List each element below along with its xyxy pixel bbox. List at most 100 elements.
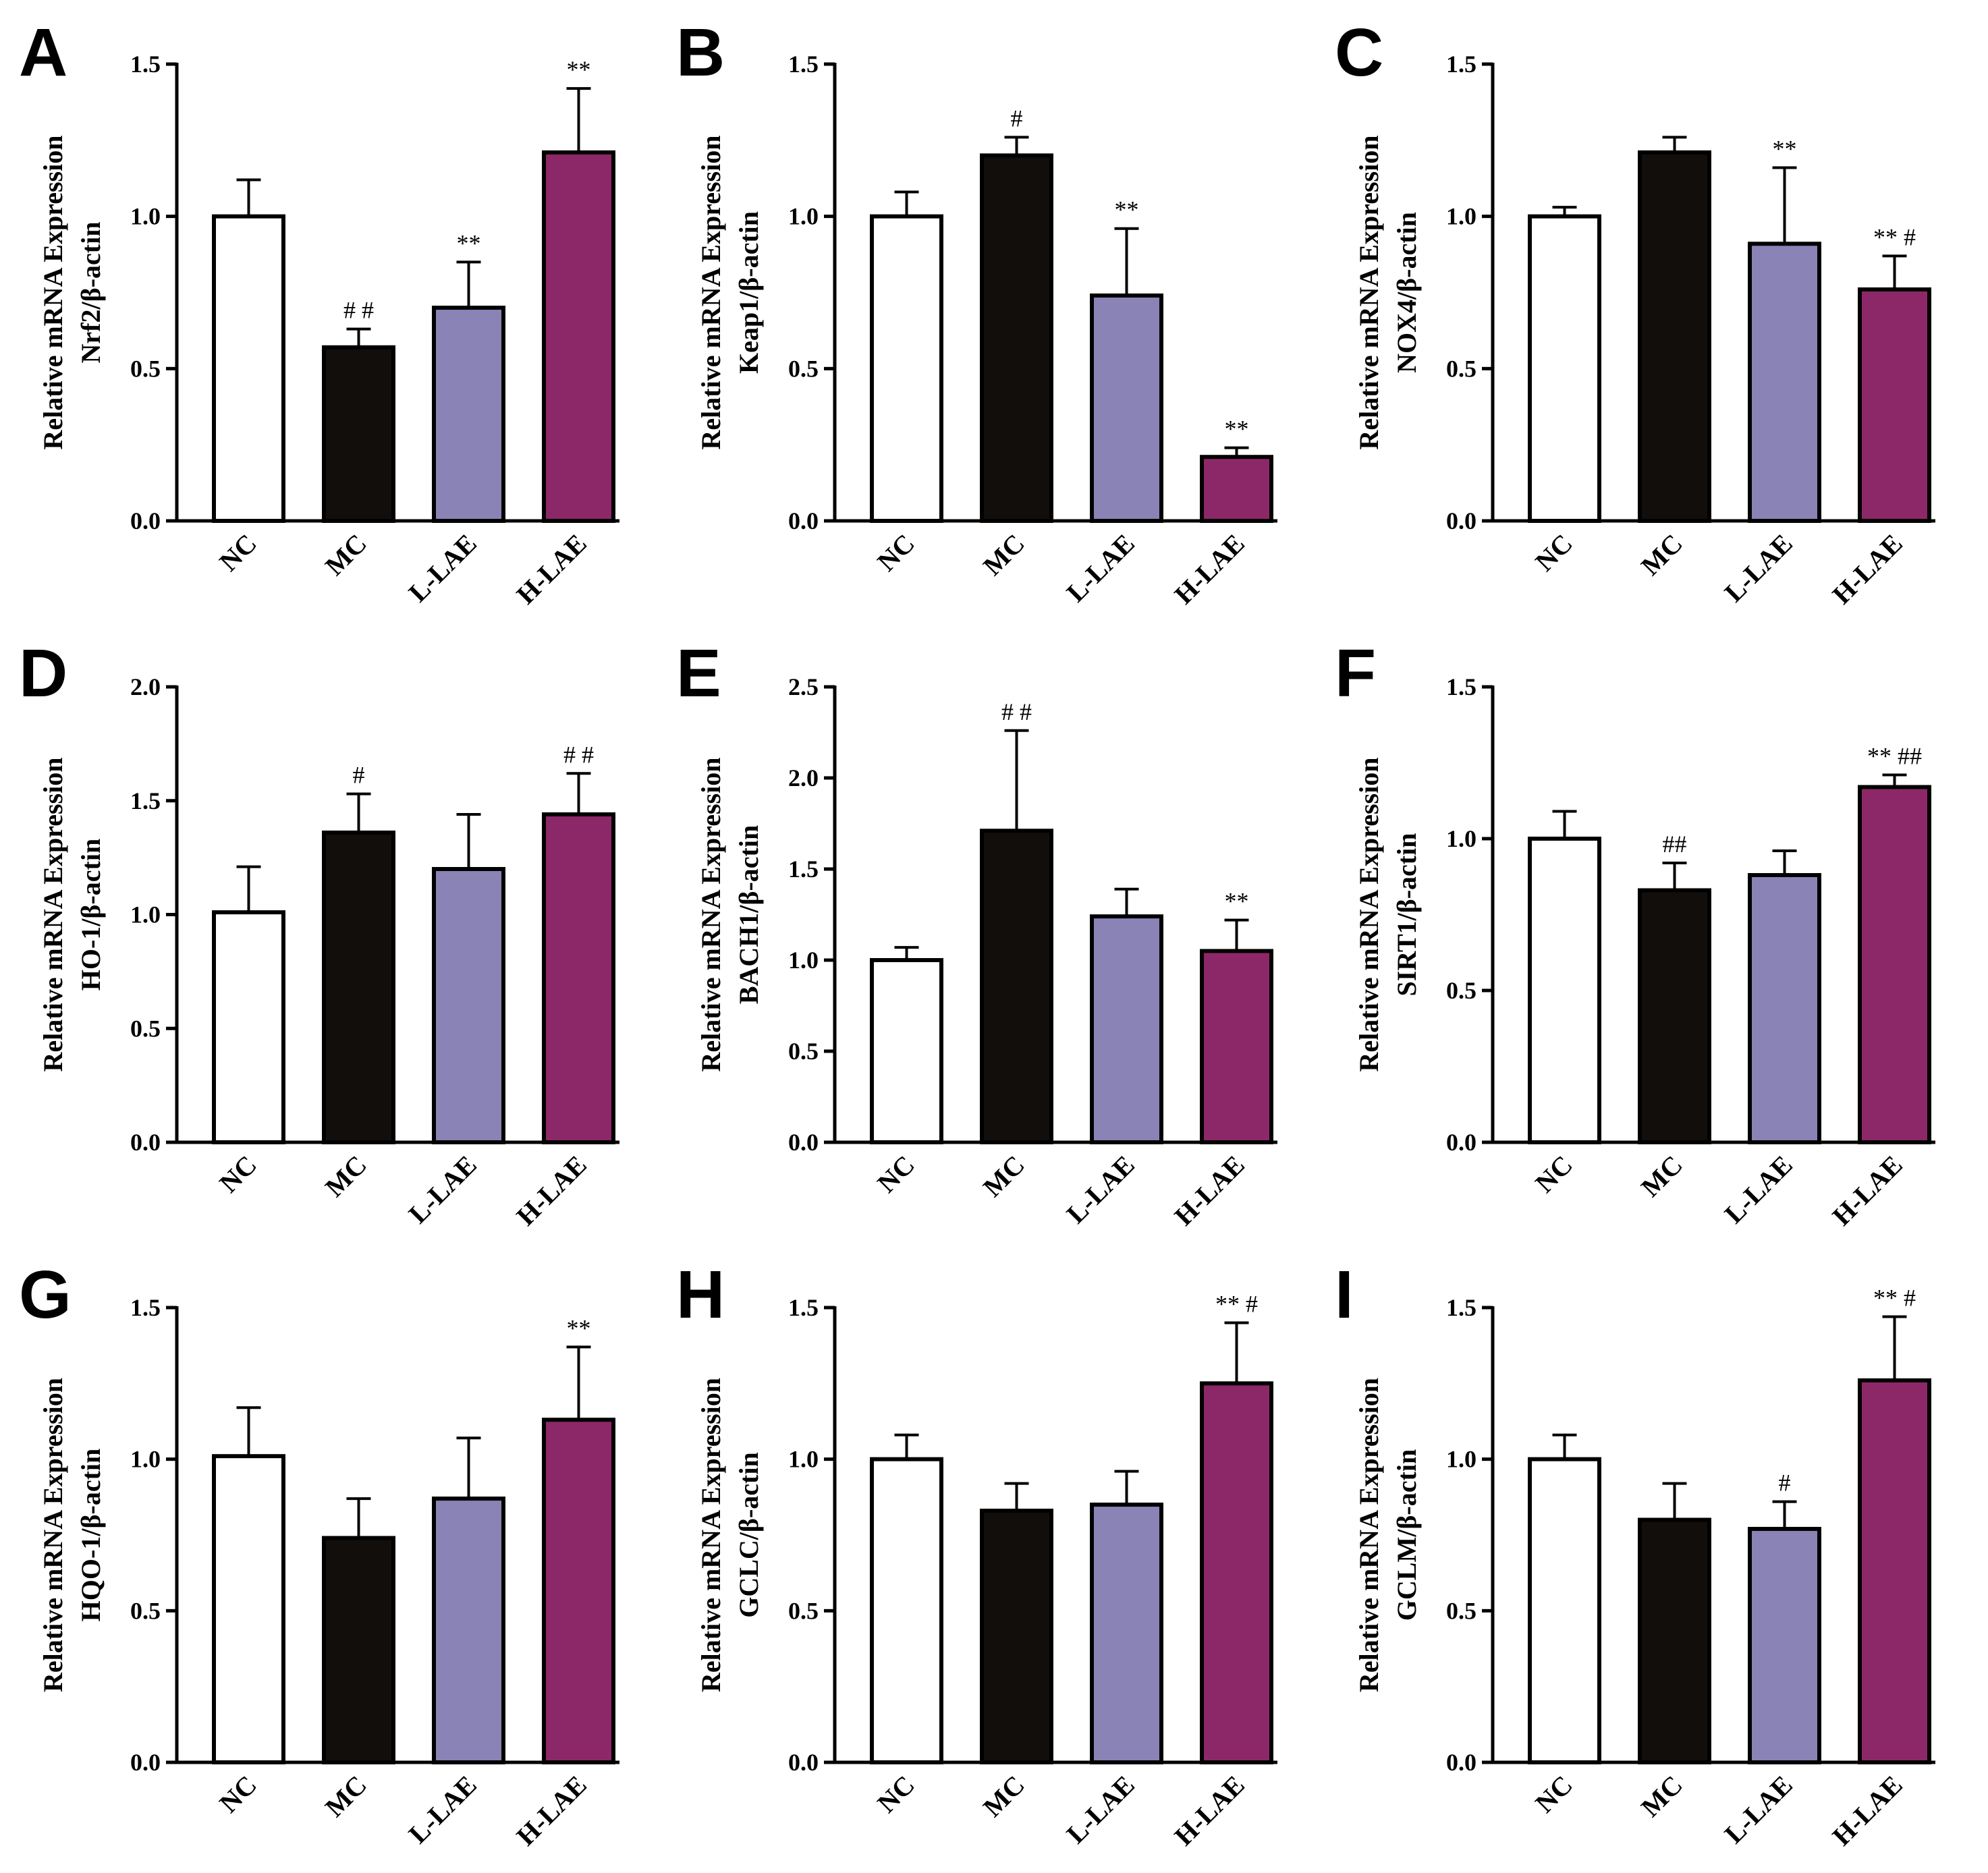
x-category-label: MC: [1635, 1770, 1688, 1823]
x-category-label: L-LAE: [403, 1770, 482, 1849]
bar-mc: [1638, 1517, 1711, 1765]
bar-nc: [1528, 214, 1601, 523]
significance-label: **: [567, 1314, 591, 1341]
bar-mc: [1638, 888, 1711, 1144]
x-category-label: NC: [871, 528, 920, 578]
y-tick-label: 1.5: [788, 1294, 819, 1321]
bar-h-lae: [1200, 455, 1273, 523]
y-tick-label: 0.5: [788, 355, 819, 382]
x-category-label: H-LAE: [510, 1150, 592, 1231]
y-axis-title-line1: Relative mRNA Expression: [696, 136, 726, 450]
y-tick-label: 1.0: [1446, 203, 1476, 230]
bar-l-lae: [432, 306, 505, 523]
y-tick-label: 2.5: [788, 673, 819, 700]
y-tick-label: 0.0: [130, 507, 161, 534]
x-category-label: NC: [213, 1770, 263, 1819]
significance-label: **: [1225, 416, 1249, 443]
x-category-label: H-LAE: [510, 528, 592, 610]
y-tick-label: 0.0: [130, 1129, 161, 1156]
y-tick-label: 0.0: [788, 1749, 819, 1776]
bar-nc: [212, 214, 285, 523]
significance-label: ** #: [1215, 1290, 1258, 1317]
x-category-label: NC: [871, 1770, 920, 1819]
significance-label: ** #: [1873, 223, 1916, 250]
panel-letter: A: [19, 15, 67, 90]
y-tick-label: 0.5: [788, 1597, 819, 1624]
x-category-label: NC: [213, 528, 263, 578]
y-axis-title-line2: HO-1/β-actin: [76, 839, 106, 991]
bar-l-lae: [1748, 1527, 1821, 1765]
y-tick-label: 1.0: [788, 947, 819, 974]
panel-letter: C: [1335, 15, 1383, 90]
x-category-label: L-LAE: [1061, 1770, 1140, 1849]
y-tick-label: 1.5: [1446, 51, 1476, 78]
significance-label: **: [1225, 888, 1249, 915]
bar-nc: [870, 214, 943, 523]
y-axis-title-line2: GCLM/β-actin: [1391, 1449, 1422, 1621]
bar-mc: [980, 829, 1053, 1145]
bar-nc: [212, 910, 285, 1144]
bar-l-lae: [1748, 242, 1821, 523]
y-tick-label: 0.5: [1446, 355, 1476, 382]
panel-i: I Relative mRNA Expression GCLM/β-actin 0.0…: [1335, 1257, 1935, 1851]
y-axis-title-line2: SIRT1/β-actin: [1391, 833, 1422, 997]
panel-f: F Relative mRNA Expression SIRT1/β-actin 0.…: [1335, 636, 1935, 1231]
x-category-label: NC: [213, 1150, 263, 1199]
bar-mc: [322, 831, 395, 1144]
y-tick-label: 1.0: [130, 1446, 161, 1473]
bar-nc: [870, 1457, 943, 1765]
bar-h-lae: [1200, 1381, 1273, 1764]
y-tick-label: 1.0: [788, 1446, 819, 1473]
panel-d: D Relative mRNA Expression HO-1/β-actin 0.0…: [19, 636, 619, 1231]
x-category-label: L-LAE: [1719, 528, 1798, 608]
panel-letter: I: [1335, 1257, 1354, 1333]
y-tick-label: 1.0: [130, 901, 161, 928]
panel-letter: D: [19, 636, 67, 711]
significance-label: # #: [343, 297, 374, 324]
x-category-label: L-LAE: [1719, 1770, 1798, 1849]
panel-e: E Relative mRNA Expression BACH1/β-actin 0.…: [676, 636, 1277, 1231]
y-axis-title-line1: Relative mRNA Expression: [38, 758, 68, 1072]
significance-label: # #: [1001, 698, 1032, 725]
bar-h-lae: [1858, 1378, 1931, 1764]
bar-l-lae: [432, 1497, 505, 1765]
x-category-label: H-LAE: [1826, 528, 1908, 610]
y-tick-label: 1.0: [788, 203, 819, 230]
x-category-label: H-LAE: [510, 1770, 592, 1851]
bar-mc: [322, 345, 395, 523]
bar-l-lae: [432, 867, 505, 1144]
significance-label: #: [1011, 105, 1023, 132]
panel-letter: H: [676, 1257, 725, 1333]
y-axis-title-line2: HQO-1/β-actin: [76, 1449, 106, 1622]
y-tick-label: 1.0: [1446, 825, 1476, 852]
y-tick-label: 0.0: [788, 507, 819, 534]
panel-g: G Relative mRNA Expression HQO-1/β-actin 0.…: [19, 1257, 619, 1851]
bar-mc: [1638, 150, 1711, 524]
x-category-label: MC: [977, 1150, 1030, 1203]
x-category-label: H-LAE: [1168, 1150, 1250, 1231]
bar-h-lae: [542, 1418, 615, 1765]
x-category-label: H-LAE: [1168, 1770, 1250, 1851]
y-tick-label: 2.0: [788, 764, 819, 791]
bar-h-lae: [1858, 287, 1931, 523]
significance-label: **: [1115, 196, 1139, 223]
x-category-label: L-LAE: [1061, 528, 1140, 608]
bar-nc: [212, 1454, 285, 1764]
y-tick-label: 1.5: [1446, 1294, 1476, 1321]
y-tick-label: 1.5: [130, 1294, 161, 1321]
x-category-label: MC: [319, 1150, 372, 1203]
y-axis-title-line2: GCLC/β-actin: [734, 1452, 764, 1618]
y-axis-title-line1: Relative mRNA Expression: [696, 1378, 726, 1692]
y-axis-title-line1: Relative mRNA Expression: [38, 1378, 68, 1692]
panel-a: A Relative mRNA Expression Nrf2/β-actin 0.0…: [19, 15, 619, 610]
x-category-label: L-LAE: [403, 1150, 482, 1229]
bar-l-lae: [1090, 1503, 1163, 1764]
bar-mc: [980, 1509, 1053, 1764]
y-tick-label: 0.0: [788, 1129, 819, 1156]
y-axis-title-line1: Relative mRNA Expression: [1354, 136, 1384, 450]
x-category-label: MC: [1635, 528, 1688, 582]
panel-letter: B: [676, 15, 725, 90]
x-category-label: MC: [977, 528, 1030, 582]
panel-letter: F: [1335, 636, 1376, 711]
